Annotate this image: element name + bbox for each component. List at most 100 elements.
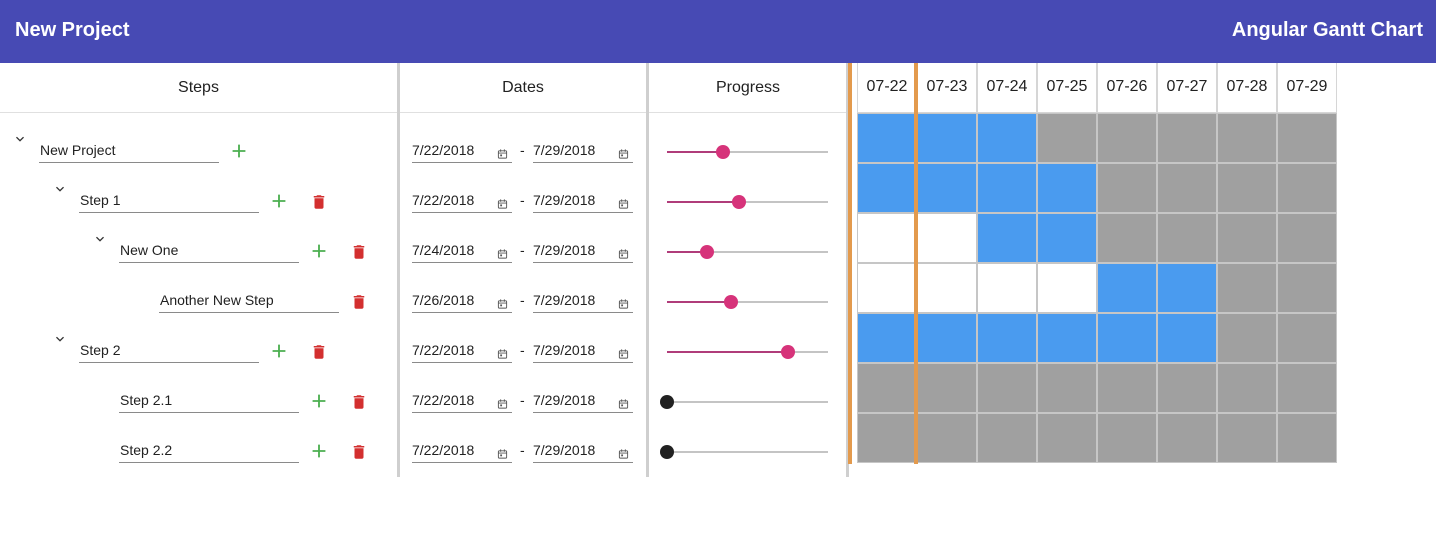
start-date-input[interactable]: 7/22/2018	[412, 139, 512, 163]
end-date-input[interactable]: 7/29/2018	[533, 439, 633, 463]
gantt-cell[interactable]	[1217, 163, 1277, 213]
gantt-cell[interactable]	[1217, 313, 1277, 363]
gantt-cell[interactable]	[1157, 363, 1217, 413]
gantt-cell[interactable]	[977, 363, 1037, 413]
calendar-icon[interactable]	[618, 444, 629, 459]
gantt-cell[interactable]	[1097, 263, 1157, 313]
delete-step-button[interactable]	[310, 342, 328, 362]
calendar-icon[interactable]	[618, 194, 629, 209]
progress-slider[interactable]	[660, 393, 828, 413]
add-step-button[interactable]	[228, 140, 250, 162]
gantt-cell[interactable]	[1277, 113, 1337, 163]
slider-thumb[interactable]	[660, 445, 674, 459]
calendar-icon[interactable]	[497, 294, 508, 309]
gantt-cell[interactable]	[1157, 263, 1217, 313]
gantt-cell[interactable]	[1097, 363, 1157, 413]
gantt-cell[interactable]	[1277, 213, 1337, 263]
gantt-cell[interactable]	[1157, 413, 1217, 463]
delete-step-button[interactable]	[310, 192, 328, 212]
step-name-input[interactable]: Another New Step	[159, 289, 339, 313]
gantt-cell[interactable]	[1037, 163, 1097, 213]
step-name-input[interactable]: Step 2.1	[119, 389, 299, 413]
column-divider[interactable]	[397, 63, 400, 477]
end-date-input[interactable]: 7/29/2018	[533, 389, 633, 413]
gantt-cell[interactable]	[1097, 313, 1157, 363]
slider-thumb[interactable]	[660, 395, 674, 409]
progress-slider[interactable]	[660, 443, 828, 463]
delete-step-button[interactable]	[350, 392, 368, 412]
calendar-icon[interactable]	[497, 144, 508, 159]
calendar-icon[interactable]	[618, 144, 629, 159]
add-step-button[interactable]	[268, 190, 290, 212]
calendar-icon[interactable]	[618, 244, 629, 259]
calendar-icon[interactable]	[618, 394, 629, 409]
gantt-cell[interactable]	[1037, 213, 1097, 263]
calendar-icon[interactable]	[497, 344, 508, 359]
gantt-cell[interactable]	[1217, 363, 1277, 413]
gantt-cell[interactable]	[1157, 213, 1217, 263]
gantt-cell[interactable]	[1157, 163, 1217, 213]
progress-slider[interactable]	[667, 243, 828, 263]
gantt-cell[interactable]	[917, 313, 977, 363]
slider-thumb[interactable]	[732, 195, 747, 209]
column-divider[interactable]	[646, 63, 649, 477]
gantt-cell[interactable]	[1277, 413, 1337, 463]
start-date-input[interactable]: 7/26/2018	[412, 289, 512, 313]
gantt-cell[interactable]	[857, 363, 917, 413]
gantt-cell[interactable]	[1217, 263, 1277, 313]
chevron-down-icon[interactable]	[52, 181, 68, 197]
slider-thumb[interactable]	[716, 145, 731, 159]
calendar-icon[interactable]	[618, 344, 629, 359]
start-date-input[interactable]: 7/22/2018	[412, 339, 512, 363]
gantt-cell[interactable]	[917, 113, 977, 163]
gantt-cell[interactable]	[1097, 213, 1157, 263]
gantt-cell[interactable]	[1157, 113, 1217, 163]
gantt-cell[interactable]	[977, 213, 1037, 263]
calendar-icon[interactable]	[497, 444, 508, 459]
calendar-icon[interactable]	[497, 394, 508, 409]
calendar-icon[interactable]	[497, 194, 508, 209]
add-step-button[interactable]	[268, 340, 290, 362]
gantt-cell[interactable]	[1037, 113, 1097, 163]
add-step-button[interactable]	[308, 390, 330, 412]
chevron-down-icon[interactable]	[52, 331, 68, 347]
progress-slider[interactable]	[667, 293, 828, 313]
chevron-down-icon[interactable]	[12, 131, 28, 147]
progress-slider[interactable]	[667, 193, 828, 213]
end-date-input[interactable]: 7/29/2018	[533, 239, 633, 263]
slider-thumb[interactable]	[780, 345, 795, 359]
gantt-cell[interactable]	[977, 163, 1037, 213]
step-name-input[interactable]: Step 2	[79, 339, 259, 363]
progress-slider[interactable]	[667, 143, 828, 163]
gantt-cell[interactable]	[1037, 413, 1097, 463]
delete-step-button[interactable]	[350, 442, 368, 462]
start-date-input[interactable]: 7/24/2018	[412, 239, 512, 263]
calendar-icon[interactable]	[497, 244, 508, 259]
start-date-input[interactable]: 7/22/2018	[412, 189, 512, 213]
gantt-cell[interactable]	[1217, 413, 1277, 463]
gantt-cell[interactable]	[977, 113, 1037, 163]
step-name-input[interactable]: New One	[119, 239, 299, 263]
gantt-cell[interactable]	[1097, 163, 1157, 213]
delete-step-button[interactable]	[350, 242, 368, 262]
gantt-cell[interactable]	[1277, 363, 1337, 413]
gantt-cell[interactable]	[917, 413, 977, 463]
calendar-icon[interactable]	[618, 294, 629, 309]
column-divider[interactable]	[846, 63, 849, 477]
gantt-cell[interactable]	[917, 263, 977, 313]
gantt-cell[interactable]	[1217, 113, 1277, 163]
gantt-cell[interactable]	[857, 213, 917, 263]
gantt-cell[interactable]	[1097, 113, 1157, 163]
gantt-cell[interactable]	[1217, 213, 1277, 263]
gantt-cell[interactable]	[1097, 413, 1157, 463]
gantt-cell[interactable]	[1037, 263, 1097, 313]
slider-thumb[interactable]	[724, 295, 739, 309]
gantt-cell[interactable]	[1157, 313, 1217, 363]
end-date-input[interactable]: 7/29/2018	[533, 339, 633, 363]
end-date-input[interactable]: 7/29/2018	[533, 289, 633, 313]
gantt-cell[interactable]	[977, 263, 1037, 313]
gantt-cell[interactable]	[857, 313, 917, 363]
slider-thumb[interactable]	[700, 245, 715, 259]
gantt-cell[interactable]	[917, 213, 977, 263]
end-date-input[interactable]: 7/29/2018	[533, 189, 633, 213]
